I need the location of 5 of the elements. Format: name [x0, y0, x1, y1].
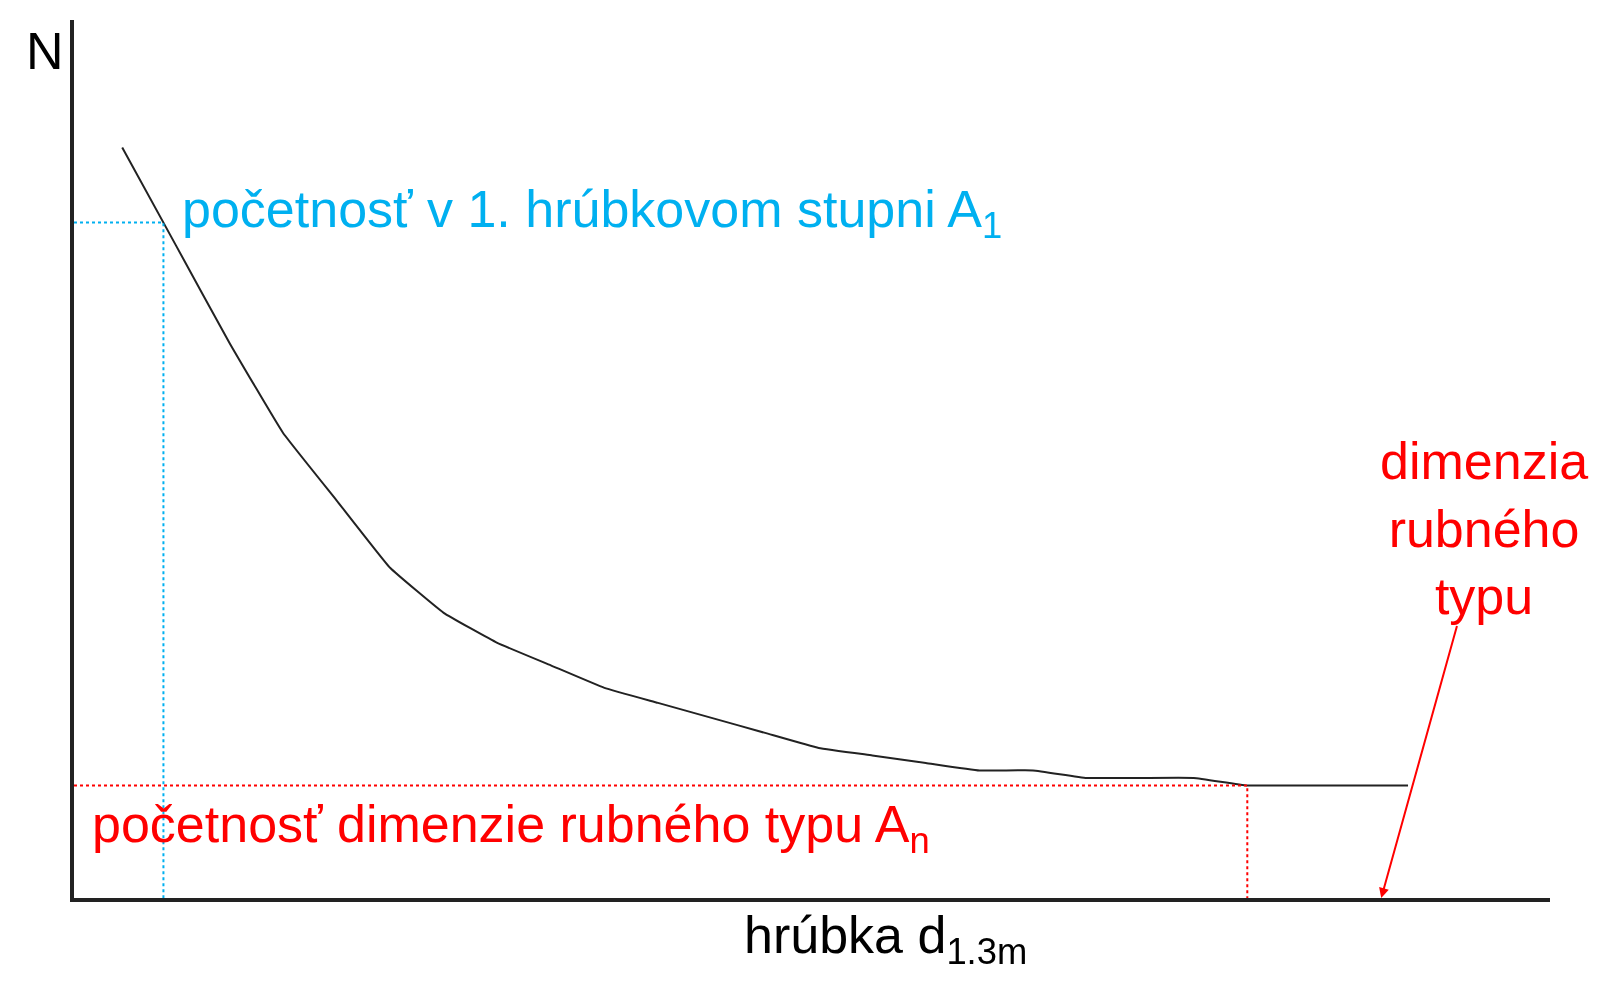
y-axis-title: N	[26, 22, 64, 80]
ref-line-label: početnosť dimenzie rubného typu A$_{n}$	[92, 795, 930, 861]
x-axis-title: hrúbka d$_{1.3m}$	[744, 906, 1028, 972]
ref-line-label: početnosť v 1. hrúbkovom stupni A$_{1}$	[182, 180, 1003, 246]
annotation: dimenzia rubného typu	[1380, 432, 1589, 626]
